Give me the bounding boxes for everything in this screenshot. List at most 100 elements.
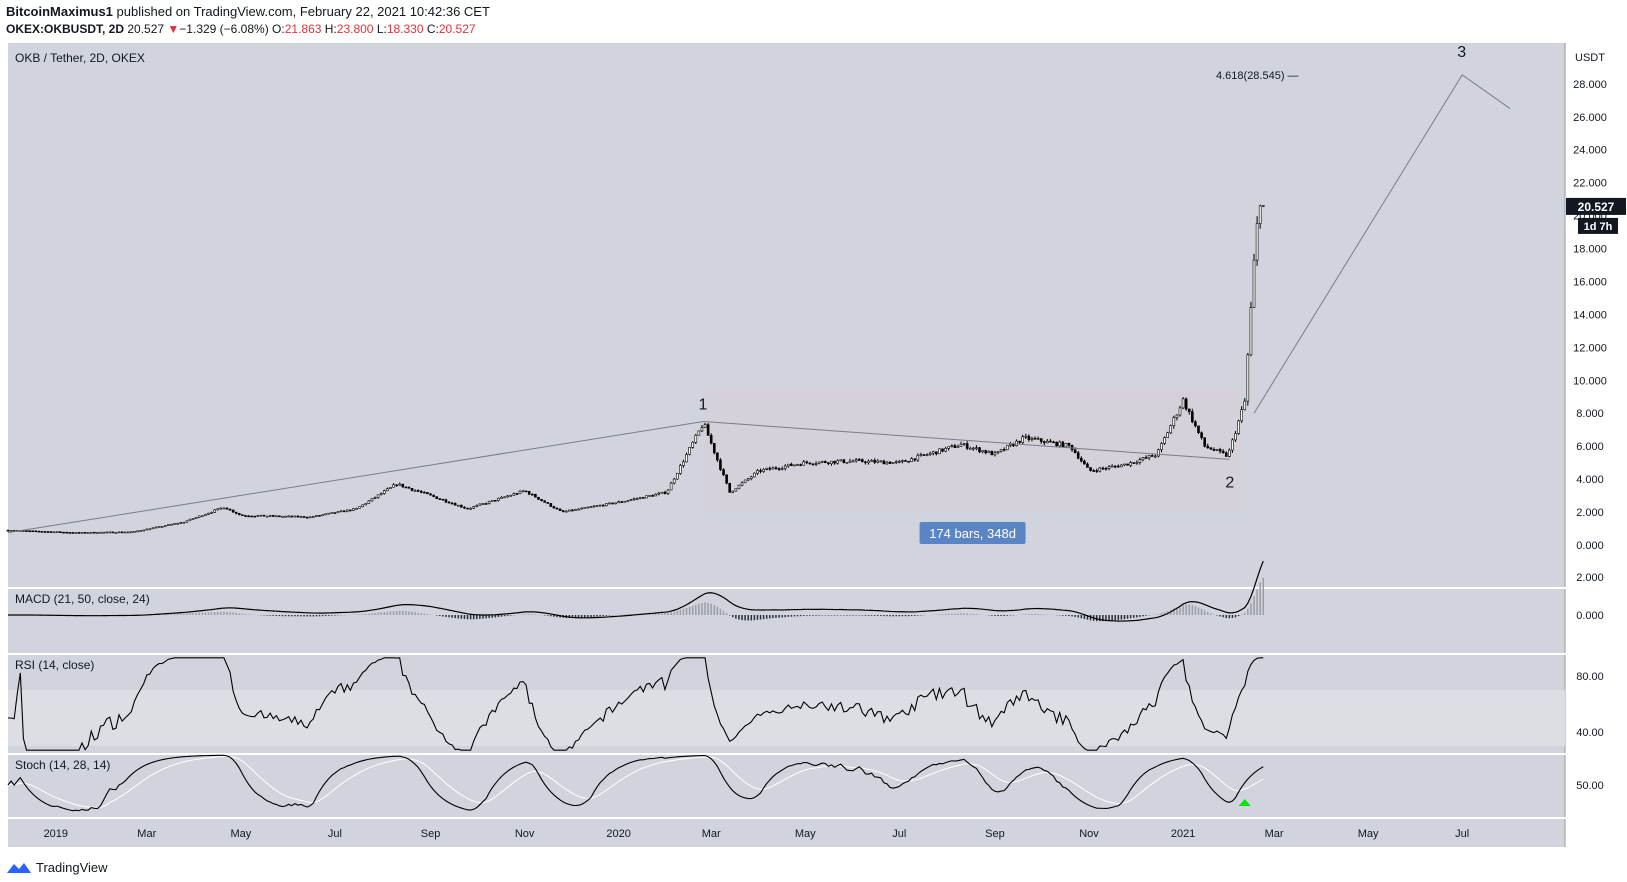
candle-body — [839, 459, 843, 462]
candle-body — [959, 443, 963, 447]
tradingview-brand: TradingView — [36, 860, 108, 875]
candle-body — [25, 530, 28, 532]
candle-body — [1258, 205, 1262, 224]
candle-body — [534, 493, 537, 498]
candle-body — [842, 459, 846, 463]
candle-body — [706, 424, 710, 436]
candle-body — [928, 452, 932, 455]
candle-body — [1049, 440, 1052, 443]
candle-body — [395, 484, 398, 487]
candle-body — [861, 459, 864, 463]
candle-body — [34, 530, 38, 533]
ohlc-bar: OKEX:OKBUSDT, 2D 20.527 ▼−1.329 (−6.08%)… — [6, 22, 476, 36]
candle-body — [694, 434, 698, 443]
candle-body — [1249, 307, 1253, 356]
bar-countdown: 1d 7h — [1584, 221, 1613, 233]
open-label: O: — [272, 22, 285, 36]
price-axis[interactable]: 0.000 2.000 4.000 6.000 8.000 10.000 12.000 14.… — [1573, 79, 1607, 552]
candle-body — [780, 468, 784, 470]
candle-body — [1255, 223, 1259, 261]
candle-body — [987, 450, 991, 454]
candle-body — [1132, 462, 1136, 464]
candle-body — [506, 495, 509, 498]
time-tick-label: Nov — [1079, 828, 1099, 840]
candle-body — [1191, 411, 1194, 423]
candle-body — [83, 532, 87, 534]
candle-body — [370, 498, 374, 502]
time-axis[interactable]: 2019 Mar May Jul Sep Nov 2020 Mar May Jul Sep Nov 20… — [44, 828, 1470, 840]
elliott-wave-line[interactable] — [7, 420, 1230, 534]
candle-body — [827, 462, 830, 464]
candle-body — [80, 532, 84, 534]
wave-3-label[interactable]: 3 — [1457, 44, 1466, 61]
candle-body — [907, 461, 910, 463]
price-tick-label: 22.000 — [1573, 178, 1607, 190]
wave-1-label[interactable]: 1 — [698, 396, 707, 413]
wave-2-label[interactable]: 2 — [1225, 474, 1234, 491]
candle-body — [419, 491, 423, 493]
symbol-label: OKEX:OKBUSDT, 2D — [6, 22, 125, 36]
candle-body — [512, 493, 516, 496]
candle-body — [1046, 440, 1049, 444]
candle-body — [376, 494, 380, 498]
stoch-k-line — [7, 754, 1264, 812]
candle-body — [460, 504, 463, 508]
candle-body — [487, 500, 491, 504]
candle-body — [904, 460, 907, 462]
candle-body — [642, 497, 645, 499]
candle-body — [1215, 449, 1219, 451]
candle-body — [114, 532, 118, 534]
candle-body — [503, 496, 506, 499]
time-tick-label: Sep — [985, 828, 1005, 840]
candle-body — [913, 458, 917, 461]
candle-body — [740, 482, 744, 486]
candle-body — [133, 530, 136, 533]
candle-body — [1015, 440, 1018, 447]
wave-3-projection-line[interactable] — [1253, 74, 1511, 414]
candle-body — [808, 462, 812, 465]
candle-body — [648, 495, 651, 497]
low-value: 18.330 — [386, 22, 424, 36]
candle-body — [1058, 441, 1062, 447]
candle-body — [975, 447, 978, 449]
candle-body — [287, 515, 290, 518]
candle-body — [777, 468, 781, 470]
candle-body — [108, 531, 112, 534]
candle-body — [703, 424, 707, 428]
candle-body — [947, 446, 950, 449]
date-range-box[interactable] — [703, 388, 1242, 513]
candle-body — [438, 498, 442, 500]
fib-extension-label[interactable]: 4.618(28.545) — — [1216, 70, 1299, 82]
time-axis-pane[interactable] — [8, 819, 1565, 847]
candle-body — [898, 461, 901, 463]
candle-body — [1163, 437, 1166, 444]
tradingview-logo[interactable]: TradingView — [6, 860, 108, 875]
macd-pane[interactable] — [8, 589, 1565, 653]
candle-body — [688, 447, 691, 455]
candle-body — [89, 531, 93, 534]
candle-body — [870, 460, 873, 462]
candle-body — [1042, 441, 1046, 444]
candle-body — [74, 532, 78, 534]
candle-body — [820, 461, 824, 463]
candle-body — [1027, 435, 1031, 440]
candle-body — [521, 490, 525, 493]
candle-body — [1187, 408, 1191, 413]
candle-body — [1181, 398, 1185, 409]
time-tick-label: May — [230, 828, 251, 840]
candle-body — [583, 507, 587, 509]
candle-body — [968, 448, 972, 450]
candle-body — [749, 476, 753, 479]
range-badge[interactable] — [919, 522, 1026, 545]
candle-body — [1178, 407, 1182, 416]
stoch-pane[interactable] — [8, 755, 1565, 817]
candle-body — [830, 460, 833, 464]
candle-body — [1175, 414, 1179, 418]
candle-body — [1083, 460, 1086, 465]
publisher-name[interactable]: BitcoinMaximus1 — [6, 4, 113, 19]
candle-body — [37, 530, 41, 533]
candle-body — [142, 529, 146, 532]
close-label: C: — [426, 22, 439, 36]
candle-body — [176, 523, 179, 525]
